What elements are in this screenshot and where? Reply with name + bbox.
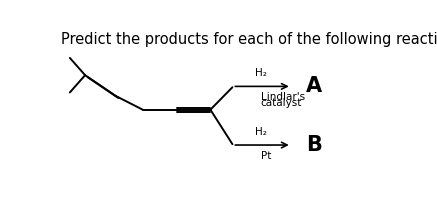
Text: Predict the products for each of the following reactions:: Predict the products for each of the fol… <box>61 32 437 47</box>
Text: Lindlar's: Lindlar's <box>260 92 305 101</box>
Text: A: A <box>305 76 322 96</box>
Text: B: B <box>306 135 322 155</box>
Text: H₂: H₂ <box>255 127 267 137</box>
Text: H₂: H₂ <box>255 68 267 78</box>
Text: Pt: Pt <box>260 151 271 162</box>
Text: catalyst: catalyst <box>260 99 302 108</box>
